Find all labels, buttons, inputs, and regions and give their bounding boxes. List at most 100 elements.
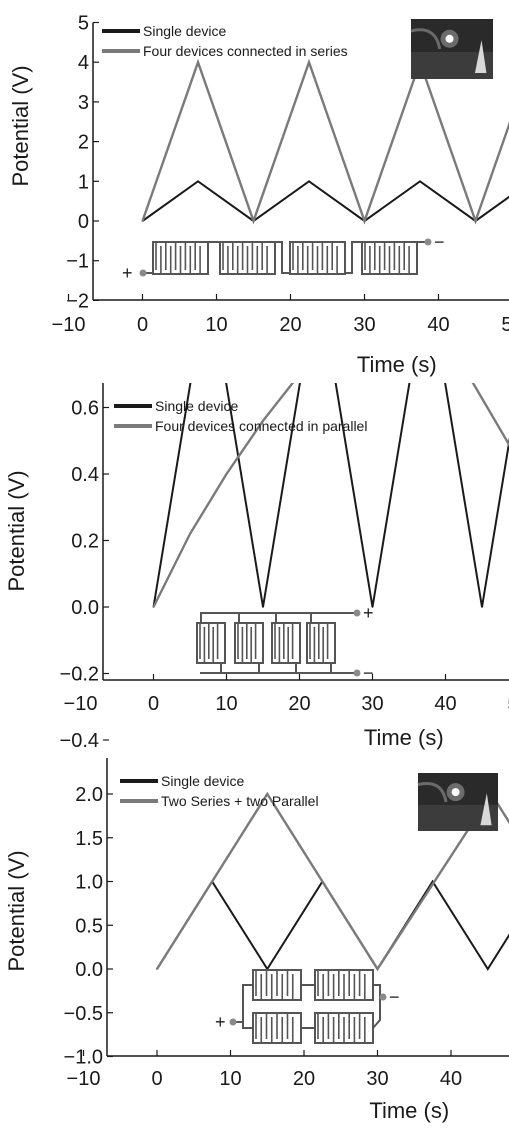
- data-point: [308, 181, 310, 183]
- plus-terminal-label: +: [363, 603, 374, 623]
- y-tick-label: −0.2: [60, 664, 99, 686]
- data-point: [481, 606, 483, 608]
- minus-terminal-label: −: [363, 663, 374, 683]
- plot-group: −0.4−0.20.00.20.40.60.81.01.2−1001020304…: [4, 383, 509, 752]
- circuit-wire: [345, 242, 362, 273]
- series-line-2: [154, 383, 509, 607]
- minus-terminal-label: −: [434, 232, 445, 252]
- electrode: [290, 242, 345, 274]
- legend-label: Single device: [155, 398, 238, 414]
- y-tick-label: 5: [78, 13, 89, 35]
- legend-label: Two Series + two Parallel: [161, 793, 319, 809]
- x-tick-label: −10: [64, 693, 98, 715]
- data-point: [419, 181, 421, 183]
- y-tick-label: 1: [78, 171, 89, 193]
- data-point: [364, 220, 366, 222]
- y-tick-label: 2.0: [75, 784, 103, 806]
- circuit-wire: [275, 242, 290, 273]
- data-point: [489, 410, 491, 412]
- electrode-frame: [235, 623, 263, 663]
- electrode-frame: [197, 623, 225, 663]
- y-tick-label: −1: [66, 251, 89, 273]
- y-tick-label: 1.5: [75, 828, 103, 850]
- data-point: [197, 61, 199, 63]
- data-point: [197, 181, 199, 183]
- series-line-1: [143, 181, 509, 221]
- electrode: [272, 623, 300, 663]
- circuit-wire: [233, 985, 253, 1022]
- circuit-wire: [243, 1022, 253, 1028]
- electrode: [235, 623, 263, 663]
- terminal-dot: [354, 610, 361, 617]
- x-axis-label: Time (s): [364, 725, 444, 750]
- x-tick-label: 0: [151, 1068, 162, 1090]
- electrode: [153, 242, 208, 274]
- electrode: [220, 242, 275, 274]
- terminal-dot: [230, 1019, 237, 1026]
- electrode: [253, 1013, 301, 1043]
- data-point: [253, 220, 255, 222]
- y-tick-label: 0.2: [71, 531, 99, 553]
- legend-label: Single device: [143, 23, 226, 39]
- terminal-dot: [140, 270, 147, 277]
- x-tick-label: 50: [501, 314, 509, 336]
- terminal-dot: [380, 994, 387, 1001]
- electrode: [307, 623, 335, 663]
- series-line-1: [157, 882, 509, 970]
- x-tick-label: −10: [67, 1068, 101, 1090]
- data-point: [226, 473, 228, 475]
- y-tick-label: −0.4: [60, 730, 99, 752]
- data-point: [262, 606, 264, 608]
- x-tick-label: 20: [279, 314, 301, 336]
- y-tick-label: 2.5: [75, 758, 103, 762]
- x-tick-label: 20: [288, 693, 310, 715]
- y-tick-label: −0.5: [64, 1003, 103, 1025]
- x-tick-label: 0: [137, 314, 148, 336]
- y-axis-label: Potential (V): [4, 850, 29, 971]
- electrode-frame: [272, 623, 300, 663]
- plot-group: −1.0−0.50.00.51.01.52.02.5−1001020304050…: [4, 758, 509, 1123]
- x-tick-label: 30: [353, 314, 375, 336]
- x-tick-label: 20: [293, 1068, 315, 1090]
- led-light: [452, 788, 460, 796]
- circuit-schematic: +−: [197, 603, 374, 683]
- data-point: [153, 606, 155, 608]
- led-light: [446, 35, 454, 43]
- data-point: [377, 968, 379, 970]
- x-tick-label: 40: [427, 314, 449, 336]
- y-tick-label: 0.6: [71, 398, 99, 420]
- y-tick-label: −2: [66, 290, 89, 312]
- legend-label: Four devices connected in series: [143, 43, 348, 59]
- terminal-dot: [354, 670, 361, 677]
- series-line-1: [154, 383, 509, 607]
- minus-terminal-label: −: [389, 987, 400, 1007]
- y-tick-label: 0.5: [75, 915, 103, 937]
- x-tick-label: 40: [440, 1068, 462, 1090]
- data-point: [308, 61, 310, 63]
- data-point: [487, 968, 489, 970]
- data-point: [189, 533, 191, 535]
- series-line-2: [143, 62, 509, 221]
- x-tick-label: 10: [215, 693, 237, 715]
- electrode: [315, 970, 373, 1000]
- terminal-dot: [425, 239, 432, 246]
- x-tick-label: 30: [361, 693, 383, 715]
- plus-terminal-label: +: [122, 263, 133, 283]
- y-tick-label: −1.0: [64, 1047, 103, 1069]
- electrode-frame: [307, 623, 335, 663]
- electrode: [315, 1013, 373, 1043]
- electrode: [197, 623, 225, 663]
- y-tick-label: 2: [78, 132, 89, 154]
- data-point: [142, 220, 144, 222]
- chart-series-parallel-connection: −1.0−0.50.00.51.01.52.02.5−1001020304050…: [0, 758, 509, 1124]
- x-axis-label: Time (s): [369, 1098, 449, 1123]
- circuit-schematic: +−: [215, 970, 400, 1043]
- circuit-wire: [373, 985, 380, 1028]
- y-tick-label: 1.0: [75, 872, 103, 894]
- y-tick-label: 0.0: [71, 597, 99, 619]
- y-tick-label: 3: [78, 92, 89, 114]
- x-tick-label: 30: [366, 1068, 388, 1090]
- y-tick-label: 0.4: [71, 464, 99, 486]
